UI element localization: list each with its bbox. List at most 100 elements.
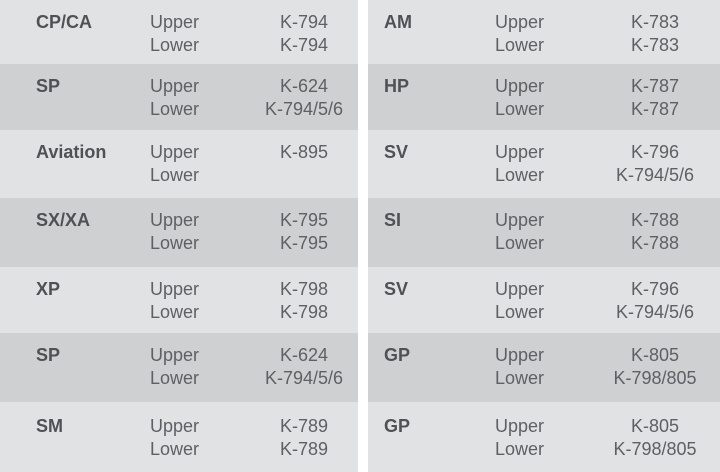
table-row: GP Upper Lower K-805 K-798/805 <box>368 402 720 472</box>
lower-value: K-795 <box>279 233 329 253</box>
upper-label: Upper <box>150 210 200 230</box>
table-left-half: CP/CA Upper Lower K-794 K-794 SP Upper L… <box>0 0 358 472</box>
position-labels: Upper Lower <box>490 75 590 130</box>
table-row: SV Upper Lower K-796 K-794/5/6 <box>368 130 720 198</box>
upper-label: Upper <box>495 210 545 230</box>
table-row: HP Upper Lower K-787 K-787 <box>368 64 720 130</box>
lower-value: K-794 <box>279 35 329 55</box>
lower-value: K-794/5/6 <box>264 99 344 119</box>
lower-value: K-794/5/6 <box>615 302 695 322</box>
upper-value: K-788 <box>630 210 680 230</box>
lower-value: K-787 <box>630 99 680 119</box>
table-row: AM Upper Lower K-783 K-783 <box>368 0 720 64</box>
part-number-values: K-798 K-798 <box>250 278 358 333</box>
lower-label: Lower <box>495 439 545 459</box>
upper-value: K-796 <box>630 142 680 162</box>
lower-label: Lower <box>150 233 200 253</box>
part-number-values: K-895 <box>250 141 358 198</box>
category-label: AM <box>384 12 412 32</box>
table-row: SI Upper Lower K-788 K-788 <box>368 198 720 267</box>
lower-value: K-794/5/6 <box>264 368 344 388</box>
upper-value: K-895 <box>279 142 329 162</box>
category-label: GP <box>384 416 411 436</box>
upper-value: K-805 <box>630 345 680 365</box>
category-label: HP <box>384 76 410 96</box>
position-labels: Upper Lower <box>490 344 590 402</box>
part-number-values: K-796 K-794/5/6 <box>590 278 720 333</box>
lower-label: Lower <box>150 99 200 119</box>
part-number-values: K-805 K-798/805 <box>590 344 720 402</box>
category-label: SV <box>384 142 409 162</box>
position-labels: Upper Lower <box>150 415 250 472</box>
table-row: SP Upper Lower K-624 K-794/5/6 <box>0 64 358 130</box>
upper-label: Upper <box>150 279 200 299</box>
position-labels: Upper Lower <box>150 75 250 130</box>
lower-label: Lower <box>495 165 545 185</box>
position-labels: Upper Lower <box>150 278 250 333</box>
lower-label: Lower <box>495 302 545 322</box>
table-row: SM Upper Lower K-789 K-789 <box>0 402 358 472</box>
category-label: SV <box>384 279 409 299</box>
lower-label: Lower <box>150 302 200 322</box>
upper-value: K-787 <box>630 76 680 96</box>
position-labels: Upper Lower <box>490 141 590 198</box>
table-row: XP Upper Lower K-798 K-798 <box>0 267 358 333</box>
upper-value: K-789 <box>279 416 329 436</box>
upper-label: Upper <box>150 142 200 162</box>
upper-value: K-798 <box>279 279 329 299</box>
upper-value: K-796 <box>630 279 680 299</box>
part-number-values: K-783 K-783 <box>590 11 720 64</box>
part-number-values: K-795 K-795 <box>250 209 358 267</box>
upper-label: Upper <box>495 345 545 365</box>
upper-label: Upper <box>150 416 200 436</box>
upper-label: Upper <box>495 142 545 162</box>
position-labels: Upper Lower <box>490 209 590 267</box>
position-labels: Upper Lower <box>150 141 250 198</box>
position-labels: Upper Lower <box>150 11 250 64</box>
lower-value: K-789 <box>279 439 329 459</box>
category-label: Aviation <box>36 142 107 162</box>
upper-label: Upper <box>495 416 545 436</box>
lower-label: Lower <box>495 233 545 253</box>
lower-value: K-788 <box>630 233 680 253</box>
category-label: SI <box>384 210 402 230</box>
lower-label: Lower <box>495 368 545 388</box>
lower-label: Lower <box>495 99 545 119</box>
category-label: XP <box>36 279 61 299</box>
upper-value: K-795 <box>279 210 329 230</box>
position-labels: Upper Lower <box>490 278 590 333</box>
part-number-values: K-788 K-788 <box>590 209 720 267</box>
lower-label: Lower <box>150 165 200 185</box>
lower-value: K-798/805 <box>613 439 697 459</box>
part-number-values: K-805 K-798/805 <box>590 415 720 472</box>
part-number-values: K-789 K-789 <box>250 415 358 472</box>
upper-label: Upper <box>495 279 545 299</box>
table-row: GP Upper Lower K-805 K-798/805 <box>368 333 720 402</box>
upper-label: Upper <box>150 76 200 96</box>
lower-label: Lower <box>495 35 545 55</box>
lower-value <box>250 164 358 187</box>
category-label: GP <box>384 345 411 365</box>
table-row: SX/XA Upper Lower K-795 K-795 <box>0 198 358 267</box>
position-labels: Upper Lower <box>150 209 250 267</box>
upper-label: Upper <box>150 12 200 32</box>
upper-label: Upper <box>150 345 200 365</box>
category-label: SX/XA <box>36 210 91 230</box>
upper-value: K-783 <box>630 12 680 32</box>
upper-value: K-794 <box>279 12 329 32</box>
position-labels: Upper Lower <box>150 344 250 402</box>
lower-value: K-798 <box>279 302 329 322</box>
part-number-values: K-787 K-787 <box>590 75 720 130</box>
lower-label: Lower <box>150 439 200 459</box>
lower-value: K-794/5/6 <box>615 165 695 185</box>
part-number-values: K-796 K-794/5/6 <box>590 141 720 198</box>
upper-value: K-624 <box>279 345 329 365</box>
upper-value: K-805 <box>630 416 680 436</box>
table-row: SV Upper Lower K-796 K-794/5/6 <box>368 267 720 333</box>
part-number-values: K-624 K-794/5/6 <box>250 75 358 130</box>
lower-value: K-783 <box>630 35 680 55</box>
lower-label: Lower <box>150 35 200 55</box>
lower-label: Lower <box>150 368 200 388</box>
position-labels: Upper Lower <box>490 415 590 472</box>
